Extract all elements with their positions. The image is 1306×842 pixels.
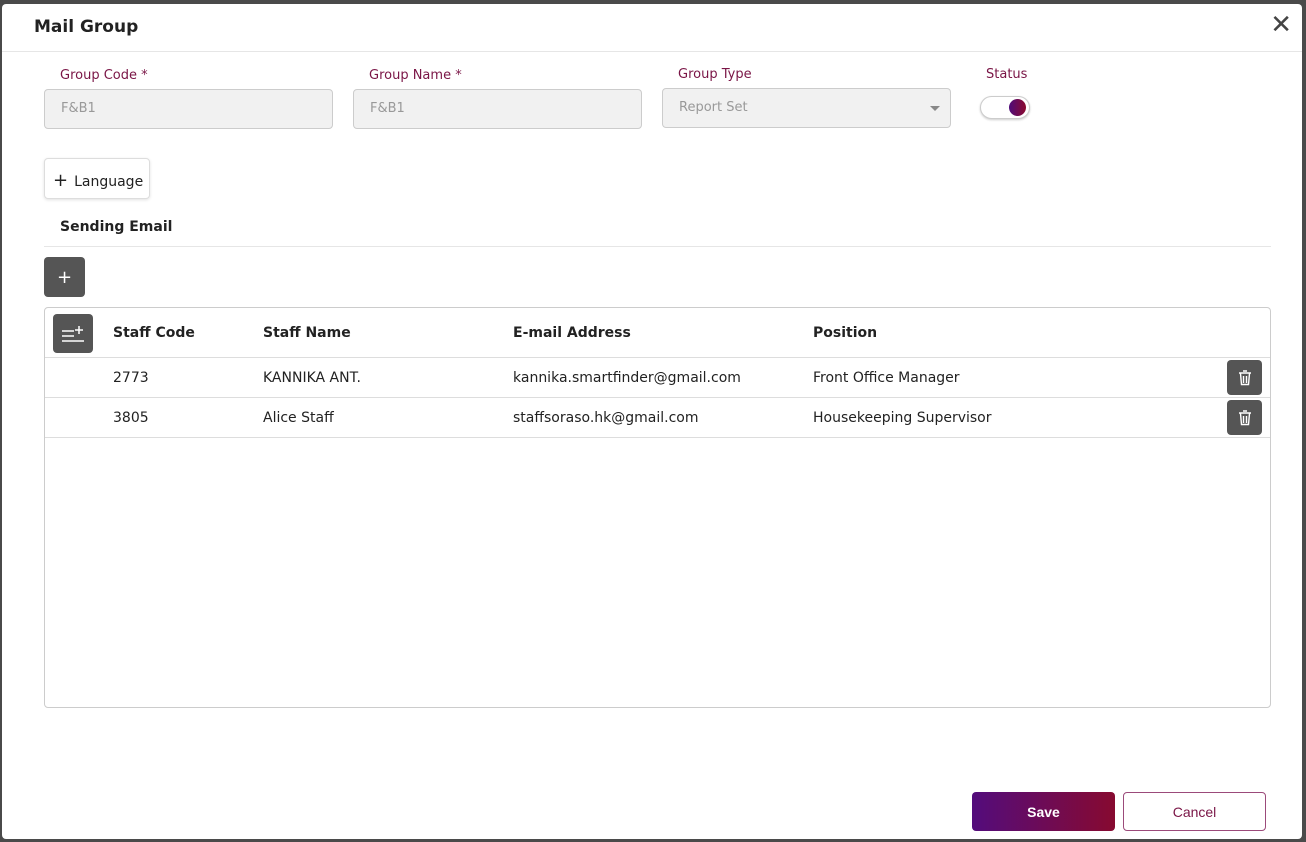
add-email-button[interactable]: + xyxy=(44,257,85,297)
plus-icon: + xyxy=(53,170,69,191)
staff-code: 2773 xyxy=(113,369,149,386)
delete-button[interactable] xyxy=(1227,360,1262,395)
position: Housekeeping Supervisor xyxy=(813,409,992,426)
cancel-button[interactable]: Cancel xyxy=(1123,792,1266,831)
save-button[interactable]: Save xyxy=(972,792,1115,831)
group-code-input[interactable]: F&B1 xyxy=(44,89,333,129)
table-header: Staff Code Staff Name E-mail Address Pos… xyxy=(45,308,1270,358)
chevron-down-icon xyxy=(930,106,940,111)
position: Front Office Manager xyxy=(813,369,960,386)
column-settings-button[interactable] xyxy=(53,314,93,353)
header-position: Position xyxy=(813,324,878,341)
divider xyxy=(44,246,1271,247)
group-type-field: Group Type Report Set xyxy=(662,67,951,128)
add-language-button[interactable]: + Language xyxy=(44,158,150,199)
group-type-label: Group Type xyxy=(678,67,752,82)
delete-button[interactable] xyxy=(1227,400,1262,435)
table-row: 3805 Alice Staff staffsoraso.hk@gmail.co… xyxy=(45,398,1270,438)
group-name-input[interactable]: F&B1 xyxy=(353,89,642,129)
staff-code: 3805 xyxy=(113,409,149,426)
status-toggle[interactable] xyxy=(980,96,1030,119)
section-title: Sending Email xyxy=(60,219,173,235)
dialog-title: Mail Group xyxy=(34,17,139,37)
group-name-field: Group Name * F&B1 xyxy=(353,68,642,129)
list-add-icon xyxy=(62,325,84,342)
status-field: Status xyxy=(970,67,1050,88)
status-label: Status xyxy=(986,67,1028,82)
header-staff-code: Staff Code xyxy=(113,324,195,341)
trash-icon xyxy=(1238,369,1251,385)
plus-icon: + xyxy=(56,266,73,288)
table-row: 2773 KANNIKA ANT. kannika.smartfinder@gm… xyxy=(45,358,1270,398)
add-language-label: Language xyxy=(74,174,144,190)
trash-icon xyxy=(1238,409,1251,425)
group-name-label: Group Name * xyxy=(369,68,462,83)
group-code-label: Group Code * xyxy=(60,68,148,83)
email-address: kannika.smartfinder@gmail.com xyxy=(513,369,741,386)
staff-name: Alice Staff xyxy=(263,409,334,426)
staff-table: Staff Code Staff Name E-mail Address Pos… xyxy=(44,307,1271,708)
header-staff-name: Staff Name xyxy=(263,324,351,341)
toggle-knob xyxy=(1009,99,1026,116)
staff-name: KANNIKA ANT. xyxy=(263,369,361,386)
group-type-value: Report Set xyxy=(679,100,748,115)
dialog-header: Mail Group ✕ xyxy=(2,4,1302,52)
mail-group-dialog: Mail Group ✕ Group Code * F&B1 Group Nam… xyxy=(2,4,1302,839)
close-icon[interactable]: ✕ xyxy=(1270,10,1292,40)
header-email: E-mail Address xyxy=(513,324,631,341)
email-address: staffsoraso.hk@gmail.com xyxy=(513,409,699,426)
group-type-select[interactable]: Report Set xyxy=(662,88,951,128)
group-code-field: Group Code * F&B1 xyxy=(44,68,333,129)
